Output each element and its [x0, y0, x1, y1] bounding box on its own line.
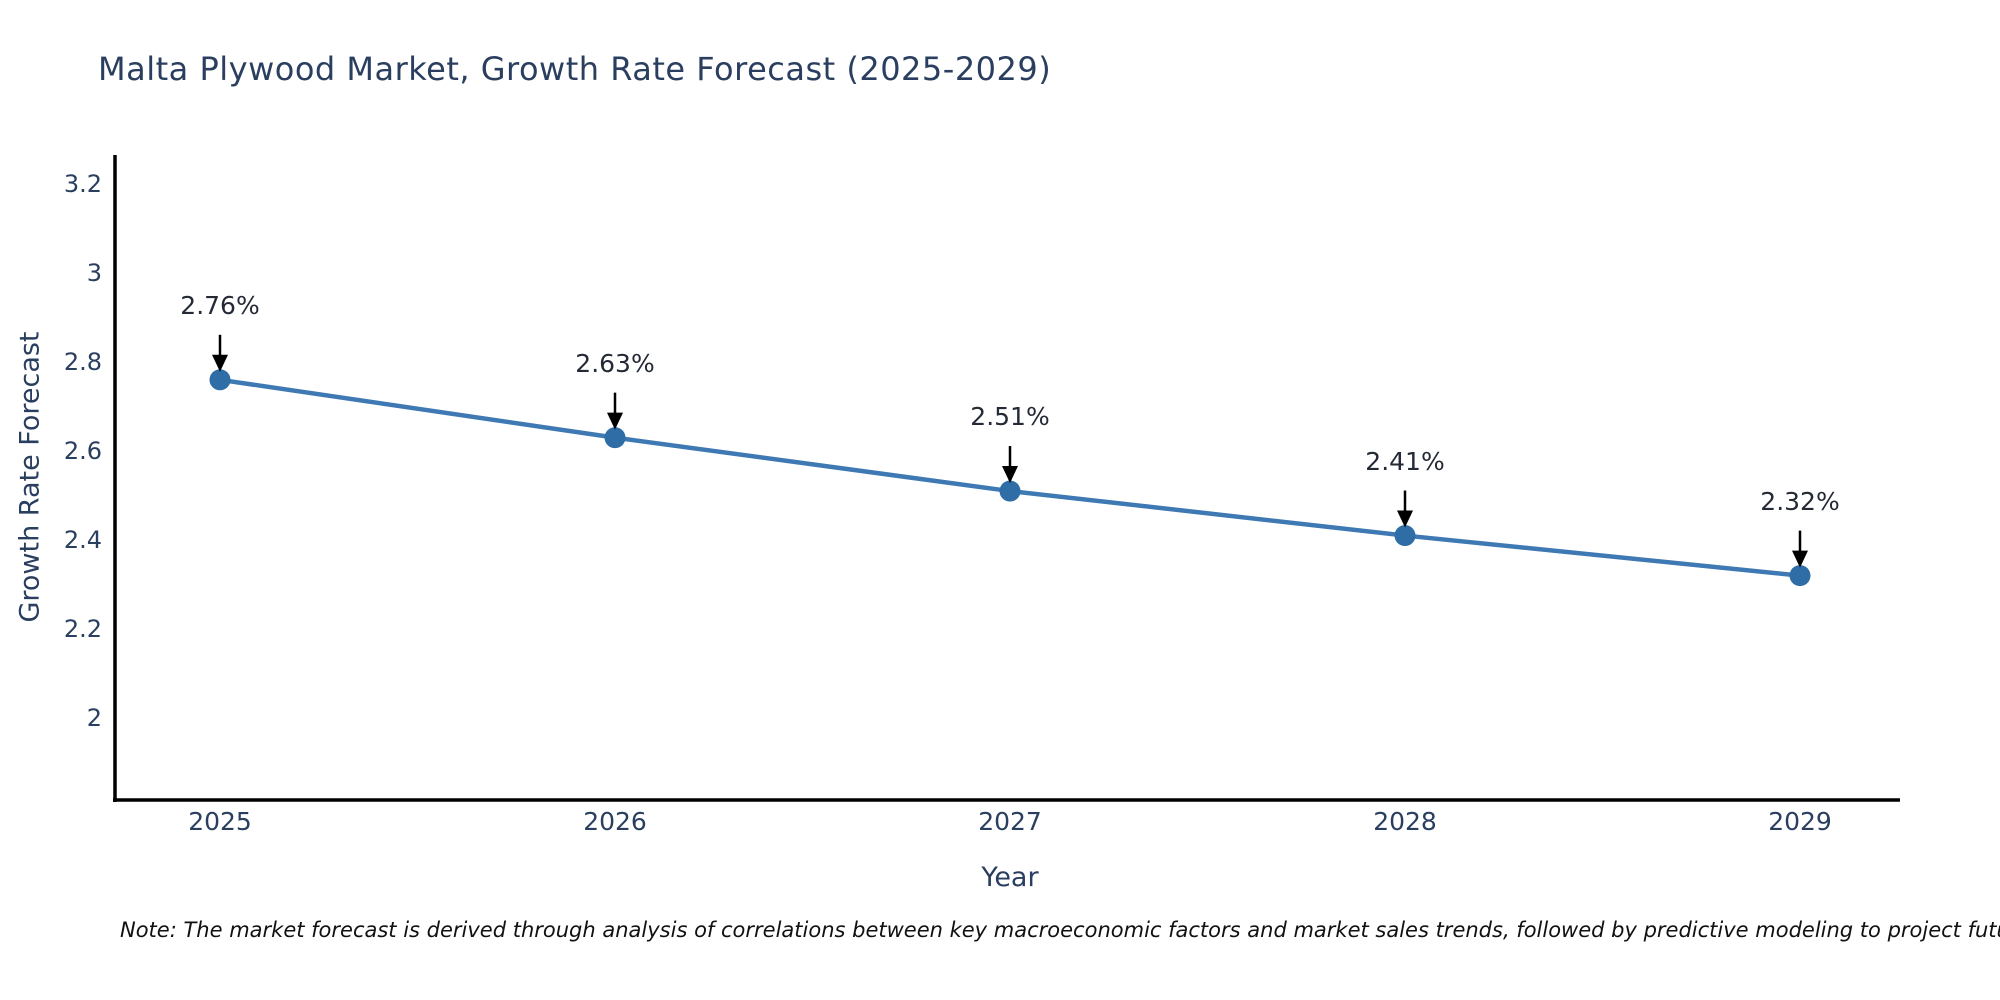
y-tick-label: 2.2	[63, 615, 102, 643]
y-axis-title: Growth Rate Forecast	[14, 331, 46, 623]
annotation-arrow-head	[607, 412, 623, 430]
annotation-arrow-head	[1397, 510, 1413, 528]
y-tick-label: 2.4	[63, 526, 102, 554]
x-tick-label: 2028	[1373, 807, 1437, 836]
data-point-label: 2.41%	[1365, 446, 1445, 476]
x-tick-label: 2027	[978, 807, 1042, 836]
y-tick-label: 2	[86, 704, 102, 732]
data-point-label: 2.76%	[180, 290, 260, 320]
x-tick-label: 2026	[583, 807, 647, 836]
y-tick-label: 2.6	[63, 437, 102, 465]
x-tick-label: 2025	[188, 807, 252, 836]
data-point-marker	[209, 369, 231, 391]
y-tick-label: 3	[86, 259, 102, 287]
data-point-marker	[1394, 525, 1416, 547]
data-point-marker	[604, 427, 626, 449]
annotation-arrow-head	[212, 354, 228, 372]
y-tick-label: 3.2	[63, 170, 102, 198]
y-tick-label: 2.8	[63, 348, 102, 376]
data-point-label: 2.63%	[575, 348, 655, 378]
data-point-label: 2.32%	[1760, 486, 1840, 516]
data-point-label: 2.51%	[970, 402, 1050, 432]
x-axis-title: Year	[981, 862, 1039, 893]
annotation-arrow-head	[1002, 466, 1018, 484]
x-tick-label: 2029	[1768, 807, 1832, 836]
data-point-marker	[1789, 565, 1811, 587]
annotation-arrow-head	[1792, 550, 1808, 568]
data-point-marker	[999, 480, 1021, 502]
chart-title: Malta Plywood Market, Growth Rate Foreca…	[98, 50, 1052, 88]
chart-note: Note: The market forecast is derived thr…	[120, 918, 2000, 942]
